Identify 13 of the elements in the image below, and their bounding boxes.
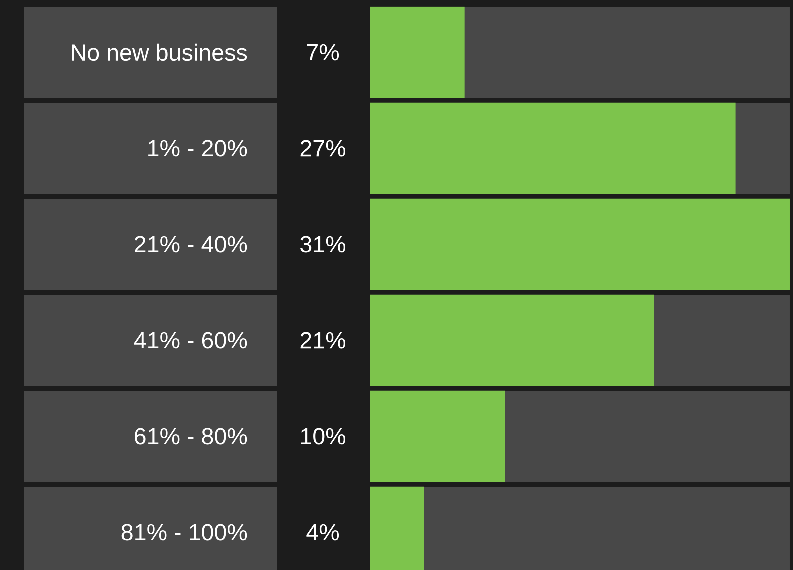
data-label: 7%: [307, 44, 340, 61]
y-tick-label: 41% - 60%: [134, 332, 248, 349]
bar: [370, 6, 465, 98]
data-label: 4%: [306, 524, 340, 541]
data-label: 21%: [300, 332, 346, 349]
data-label: 27%: [300, 140, 346, 157]
y-tick-label: 61% - 80%: [135, 428, 248, 445]
y-tick-label: 1% - 20%: [148, 140, 248, 157]
y-tick-label: 81% - 100%: [122, 524, 248, 541]
y-tick-label: 21% - 40%: [134, 236, 248, 253]
y-tick-label: No new business: [72, 44, 248, 62]
data-label: 10%: [301, 428, 346, 445]
data-label: 31%: [300, 236, 346, 253]
